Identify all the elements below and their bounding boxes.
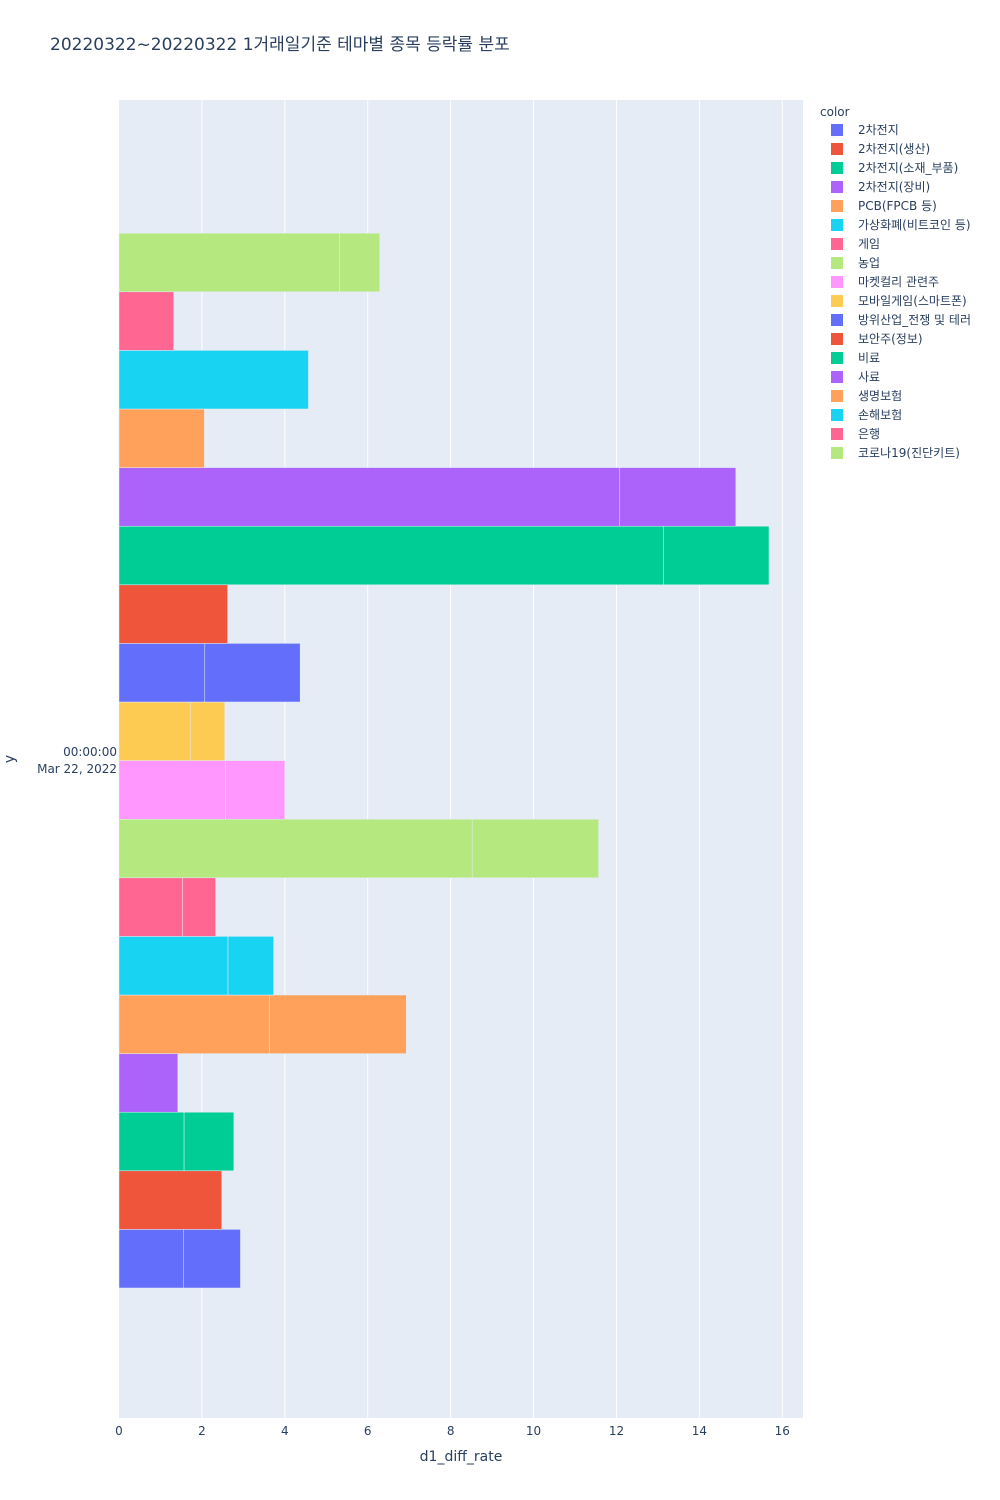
- bar-segment[interactable]: [118, 701, 191, 761]
- legend-label[interactable]: 가상화폐(비트코인 등): [858, 218, 971, 232]
- plot-area: [119, 100, 803, 1418]
- bar-segment[interactable]: [118, 1170, 223, 1230]
- bar-segment[interactable]: [182, 877, 216, 937]
- y-axis-title: y: [2, 755, 18, 763]
- bar-segment[interactable]: [269, 994, 407, 1054]
- legend-swatch[interactable]: [831, 162, 843, 174]
- legend-label[interactable]: 은행: [858, 426, 880, 441]
- bar-segment[interactable]: [118, 1229, 184, 1289]
- bar-segment[interactable]: [204, 643, 301, 703]
- legend-label[interactable]: 2차전지: [858, 123, 899, 137]
- bar-segment[interactable]: [118, 467, 621, 527]
- bar-segment[interactable]: [118, 525, 664, 586]
- bar-segment[interactable]: [183, 1111, 235, 1172]
- bar-segment[interactable]: [225, 760, 286, 820]
- legend-swatch[interactable]: [831, 200, 843, 212]
- bar-segment[interactable]: [118, 877, 183, 937]
- x-tick-label: 16: [775, 1424, 790, 1438]
- x-tick-label: 10: [526, 1424, 541, 1438]
- legend-label[interactable]: 손해보험: [858, 408, 902, 422]
- legend-swatch[interactable]: [831, 276, 843, 288]
- legend-swatch[interactable]: [831, 390, 843, 402]
- legend-label[interactable]: 모바일게임(스마트폰): [858, 294, 967, 308]
- bar-segment[interactable]: [118, 291, 174, 351]
- legend-label[interactable]: 비료: [858, 351, 880, 365]
- y-tick-date: Mar 22, 2022: [37, 762, 117, 776]
- legend: color 2차전지 2차전지(생산) 2차전지(소재_부품) 2차전지(장비) PCB…: [820, 105, 971, 460]
- bar-segment[interactable]: [118, 232, 340, 293]
- x-axis-title: d1_diff_rate: [420, 1449, 503, 1465]
- legend-label[interactable]: 2차전지(소재_부품): [858, 161, 958, 175]
- x-tick-label: 2: [198, 1424, 206, 1438]
- bar-segment[interactable]: [118, 408, 205, 468]
- legend-label[interactable]: 2차전지(생산): [858, 142, 930, 156]
- bar-segment[interactable]: [339, 232, 380, 293]
- legend-swatch[interactable]: [831, 295, 843, 307]
- legend-title: color: [820, 105, 850, 119]
- bar-segment[interactable]: [118, 760, 226, 820]
- legend-label[interactable]: 보안주(정보): [858, 332, 923, 346]
- bars: [118, 232, 770, 1289]
- bar-segment[interactable]: [118, 643, 206, 703]
- legend-swatch[interactable]: [831, 333, 843, 345]
- x-tick-label: 8: [447, 1424, 455, 1438]
- bar-segment[interactable]: [190, 701, 225, 761]
- x-axis-ticks: 0 2 4 6 8 10 12 14 16: [115, 1424, 790, 1438]
- legend-swatch[interactable]: [831, 409, 843, 421]
- bar-segment[interactable]: [118, 936, 229, 996]
- legend-swatch[interactable]: [831, 257, 843, 269]
- legend-items: 2차전지 2차전지(생산) 2차전지(소재_부품) 2차전지(장비) PCB(FPCB …: [831, 123, 971, 460]
- bar-segment[interactable]: [183, 1229, 241, 1289]
- legend-swatch[interactable]: [831, 181, 843, 193]
- bar-segment[interactable]: [118, 1053, 179, 1113]
- legend-swatch[interactable]: [831, 428, 843, 440]
- legend-swatch[interactable]: [831, 447, 843, 459]
- chart-title: 20220322~20220322 1거래일기준 테마별 종목 등락률 분포: [50, 35, 510, 55]
- legend-label[interactable]: 2차전지(장비): [858, 180, 930, 194]
- legend-label[interactable]: 생명보험: [858, 389, 902, 403]
- bar-segment[interactable]: [118, 1111, 185, 1172]
- legend-swatch[interactable]: [831, 352, 843, 364]
- bar-segment[interactable]: [118, 994, 270, 1054]
- legend-label[interactable]: 게임: [858, 237, 880, 251]
- x-tick-label: 4: [281, 1424, 289, 1438]
- bar-segment[interactable]: [227, 936, 274, 996]
- legend-swatch[interactable]: [831, 238, 843, 250]
- bar-segment[interactable]: [471, 818, 599, 879]
- legend-label[interactable]: 사료: [858, 370, 880, 384]
- x-tick-label: 0: [115, 1424, 123, 1438]
- bar-segment[interactable]: [619, 467, 737, 527]
- legend-swatch[interactable]: [831, 124, 843, 136]
- legend-label[interactable]: PCB(FPCB 등): [858, 199, 937, 213]
- legend-label[interactable]: 마켓컬리 관련주: [858, 275, 939, 289]
- legend-swatch[interactable]: [831, 371, 843, 383]
- legend-swatch[interactable]: [831, 219, 843, 231]
- grid-lines: [201, 100, 783, 1418]
- legend-label[interactable]: 농업: [858, 256, 880, 270]
- bar-segment[interactable]: [118, 350, 309, 410]
- legend-label[interactable]: 방위산업_전쟁 및 테러: [858, 313, 971, 327]
- x-tick-label: 12: [609, 1424, 624, 1438]
- legend-swatch[interactable]: [831, 143, 843, 155]
- bar-segment[interactable]: [118, 818, 473, 879]
- x-tick-label: 6: [364, 1424, 372, 1438]
- legend-label[interactable]: 코로나19(진단키트): [858, 446, 960, 460]
- legend-swatch[interactable]: [831, 314, 843, 326]
- bar-segment[interactable]: [118, 584, 228, 644]
- x-tick-label: 14: [692, 1424, 707, 1438]
- y-tick-time: 00:00:00: [63, 745, 117, 759]
- bar-segment[interactable]: [663, 525, 770, 586]
